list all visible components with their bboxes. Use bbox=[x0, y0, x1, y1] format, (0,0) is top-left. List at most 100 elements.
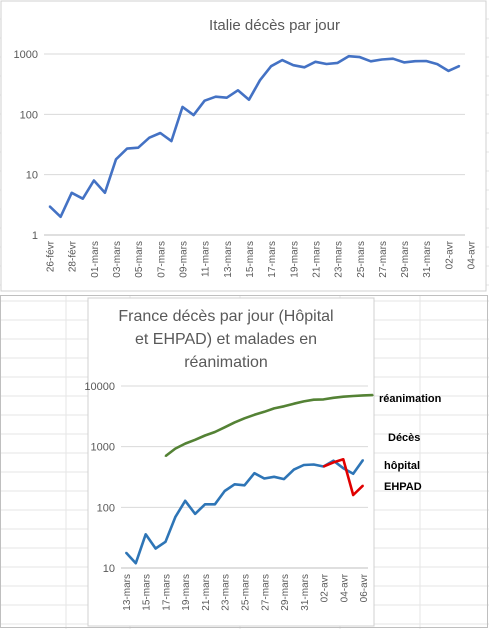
hôpital-point bbox=[135, 562, 137, 564]
data-point bbox=[104, 192, 106, 194]
x-tick-label: 03-mars bbox=[112, 241, 123, 278]
data-point bbox=[126, 147, 128, 150]
réanimation-point bbox=[302, 400, 305, 403]
x-tick-label: 19-mars bbox=[289, 241, 300, 278]
y-tick-label: 10 bbox=[26, 170, 38, 182]
réanimation-point bbox=[362, 394, 364, 397]
réanimation-point bbox=[372, 394, 374, 396]
x-tick-label: 31-mars bbox=[422, 241, 433, 278]
réanimation-point bbox=[243, 417, 246, 420]
data-point bbox=[259, 79, 261, 81]
data-point bbox=[270, 65, 272, 68]
data-point bbox=[358, 56, 361, 58]
data-point bbox=[281, 59, 283, 61]
hôpital-point bbox=[144, 533, 147, 536]
hôpital-point bbox=[164, 541, 167, 543]
x-tick-label: 01-mars bbox=[90, 241, 101, 278]
y-tick-label: 100 bbox=[20, 109, 38, 121]
x-tick-label: 31-mars bbox=[300, 574, 311, 611]
y-tick-label: 1000 bbox=[14, 49, 38, 61]
data-point bbox=[148, 136, 151, 139]
data-point bbox=[159, 132, 162, 134]
x-tick-label: 11-mars bbox=[201, 241, 212, 277]
réanimation-point bbox=[214, 431, 216, 433]
y-tick-label: 10000 bbox=[84, 381, 115, 393]
réanimation-point bbox=[164, 455, 167, 457]
x-tick-label: 02-avr bbox=[444, 240, 455, 269]
x-tick-label: 17-mars bbox=[161, 574, 172, 611]
data-point bbox=[93, 179, 95, 182]
EHPAD-point bbox=[352, 494, 354, 496]
x-tick-label: 27-mars bbox=[378, 241, 389, 278]
y-tick-label: 10 bbox=[103, 563, 115, 575]
chart-frame bbox=[87, 297, 375, 627]
data-point bbox=[81, 197, 84, 200]
réanimation-point bbox=[174, 447, 177, 450]
data-point bbox=[115, 158, 117, 161]
x-tick-label: 02-avr bbox=[320, 573, 331, 602]
x-tick-label: 09-mars bbox=[178, 241, 189, 278]
hôpital-point bbox=[154, 547, 157, 550]
x-tick-label: 28-févr bbox=[68, 240, 79, 272]
hôpital-point bbox=[362, 459, 364, 461]
data-point bbox=[403, 61, 405, 64]
réanimation-point bbox=[263, 410, 266, 413]
data-point bbox=[59, 216, 62, 218]
data-point bbox=[292, 64, 295, 67]
réanimation-point bbox=[293, 402, 295, 405]
chart-title-line: et EHPAD) et malades en bbox=[135, 331, 317, 348]
hôpital-point bbox=[263, 477, 266, 480]
data-point bbox=[214, 95, 217, 98]
hôpital-point bbox=[342, 467, 345, 470]
réanimation-point bbox=[273, 407, 275, 410]
data-point bbox=[248, 98, 250, 101]
chart-title: Italie décès par jour bbox=[209, 17, 340, 34]
data-point bbox=[414, 60, 416, 62]
x-tick-label: 13-mars bbox=[122, 574, 133, 611]
hôpital-point bbox=[352, 473, 354, 475]
hôpital-point bbox=[233, 483, 236, 486]
réanimation-point bbox=[253, 414, 256, 416]
y-tick-label: 100 bbox=[97, 502, 115, 514]
réanimation-point bbox=[223, 426, 226, 429]
hôpital-point bbox=[174, 516, 177, 518]
réanimation-point bbox=[342, 395, 345, 398]
data-point bbox=[70, 192, 73, 194]
x-tick-label: 29-mars bbox=[400, 241, 411, 278]
data-point bbox=[347, 55, 350, 58]
chart-frame bbox=[0, 0, 487, 292]
x-tick-label: 23-mars bbox=[334, 241, 345, 278]
data-point bbox=[226, 96, 228, 99]
hôpital-point bbox=[204, 503, 206, 506]
annotation-hopital: hôpital bbox=[384, 460, 420, 472]
y-tick-label: 1 bbox=[32, 230, 38, 242]
italy-deaths-line bbox=[48, 54, 461, 219]
data-point bbox=[137, 146, 139, 149]
annotation-ehpad: EHPAD bbox=[384, 481, 422, 493]
hôpital-point bbox=[194, 513, 196, 515]
data-point bbox=[325, 63, 328, 65]
data-point bbox=[314, 60, 317, 63]
data-point bbox=[181, 106, 184, 108]
réanimation-point bbox=[194, 439, 196, 441]
data-point bbox=[392, 57, 394, 60]
x-tick-label: 15-mars bbox=[245, 241, 256, 278]
hôpital-point bbox=[125, 551, 127, 554]
hôpital-point bbox=[223, 490, 226, 492]
x-tick-label: 04-avr bbox=[339, 573, 350, 602]
x-tick-label: 04-avr bbox=[467, 240, 478, 269]
EHPAD-point bbox=[362, 484, 364, 487]
annotation-reanimation: réanimation bbox=[379, 393, 442, 405]
x-tick-label: 25-mars bbox=[356, 241, 367, 278]
hôpital-point bbox=[302, 464, 305, 466]
x-tick-label: 17-mars bbox=[267, 241, 278, 278]
hôpital-point bbox=[283, 478, 285, 480]
hôpital-point bbox=[214, 503, 216, 506]
hôpital-point bbox=[243, 484, 246, 487]
annotation-deces: Décès bbox=[388, 432, 420, 444]
data-point bbox=[370, 60, 372, 63]
réanimation-point bbox=[352, 395, 354, 397]
x-tick-label: 07-mars bbox=[156, 241, 167, 278]
x-tick-label: 27-mars bbox=[260, 574, 271, 611]
